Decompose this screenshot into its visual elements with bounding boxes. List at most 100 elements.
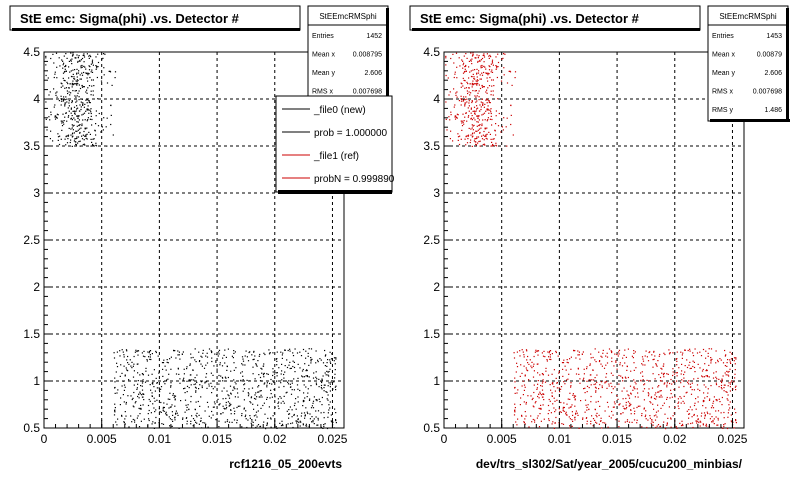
data-point [56,113,58,115]
data-point [78,70,80,72]
data-point [77,92,79,94]
data-point [273,373,276,375]
data-point [140,408,142,410]
stats-label: Mean x [312,52,335,59]
data-point [76,54,78,56]
data-point [636,419,638,421]
data-point [491,62,494,64]
data-point [71,124,73,126]
data-point [164,383,166,385]
data-point [715,371,717,373]
data-point [658,374,660,376]
data-point [618,420,620,422]
data-point [456,66,458,68]
data-point [208,415,210,417]
data-point [76,108,78,110]
data-point [72,52,74,54]
data-point [468,77,470,79]
data-point [467,134,470,136]
data-point [705,357,707,359]
data-point [448,94,450,96]
data-point [480,65,482,67]
data-point [177,354,179,356]
data-point [493,138,495,140]
data-point [319,358,321,360]
data-point [73,117,75,119]
data-point [682,352,684,354]
data-point [466,98,468,100]
data-point [730,362,732,364]
data-point [487,119,489,121]
data-point [476,136,478,138]
data-point [468,100,470,102]
data-point [445,101,447,103]
data-point [651,387,654,389]
data-point [68,66,70,68]
data-point [217,398,219,400]
data-point [154,422,156,424]
data-point [66,135,68,137]
data-point [227,376,229,379]
data-point [71,55,74,57]
data-point [65,112,67,114]
data-point [524,374,526,376]
data-point [62,100,64,102]
data-point [486,53,488,55]
data-point [598,360,601,363]
data-point [241,413,243,415]
data-point [192,418,195,420]
data-point [296,422,298,424]
data-point [255,426,257,429]
data-point [291,382,293,384]
data-point [86,92,88,94]
data-point [494,129,496,131]
data-point [666,386,668,388]
data-point [64,138,66,140]
data-point [633,362,635,364]
right-title-box [409,5,701,31]
data-point [658,391,660,393]
data-point [526,350,528,352]
data-point [544,381,547,383]
data-point [198,423,200,425]
data-point [470,70,472,72]
data-point [605,376,607,378]
data-point [289,348,291,350]
data-point [659,353,661,356]
data-point [505,126,507,128]
data-point [509,70,511,72]
data-point [552,383,554,385]
data-point [83,106,85,108]
data-point [329,407,331,409]
data-point [316,378,318,380]
data-point [645,410,647,412]
data-point [50,114,52,116]
data-point [594,419,596,421]
data-point [495,68,497,70]
data-point [730,414,732,416]
data-point [470,128,472,130]
data-point [590,395,592,398]
data-point [236,406,238,409]
data-point [672,415,674,417]
data-point [719,401,721,403]
data-point [85,91,87,93]
data-point [479,145,481,147]
data-point [81,57,84,60]
data-point [468,102,470,104]
data-point [46,129,48,131]
data-point [85,135,87,137]
data-point [84,66,86,68]
data-point [707,375,709,378]
data-point [246,426,248,429]
data-point [483,143,485,145]
data-point [611,392,613,394]
data-point [82,54,84,56]
data-point [529,359,531,361]
data-point [222,405,224,407]
data-point [283,373,285,376]
data-point [114,409,116,411]
data-point [218,374,220,377]
data-point [695,398,697,400]
